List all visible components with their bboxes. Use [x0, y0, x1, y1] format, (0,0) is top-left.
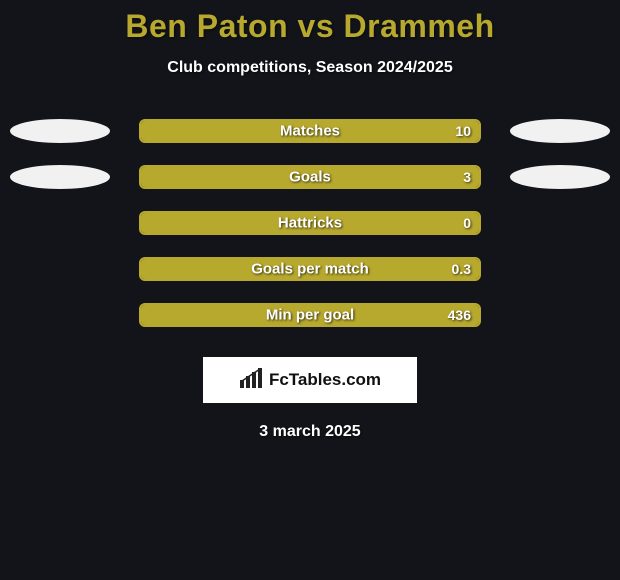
date-label: 3 march 2025	[0, 423, 620, 441]
player-badge-left	[10, 165, 110, 189]
stat-label: Min per goal	[266, 307, 354, 324]
stat-bar: Hattricks 0	[139, 211, 481, 235]
player-badge-left	[10, 119, 110, 143]
stat-bar: Goals per match 0.3	[139, 257, 481, 281]
stat-value: 436	[448, 307, 471, 323]
stat-bar: Matches 10	[139, 119, 481, 143]
stats-list: Matches 10 Goals 3 Hattricks 0 Goals per match…	[0, 119, 620, 327]
stat-row: Goals 3	[0, 165, 620, 189]
stat-label: Goals	[289, 169, 331, 186]
stat-row: Hattricks 0	[0, 211, 620, 235]
stat-value: 3	[463, 169, 471, 185]
stat-row: Min per goal 436	[0, 303, 620, 327]
branding-box: FcTables.com	[203, 357, 417, 403]
stat-value: 0	[463, 215, 471, 231]
comparison-infographic: Ben Paton vs Drammeh Club competitions, …	[0, 0, 620, 441]
bar-chart-icon	[239, 368, 265, 393]
stat-value: 10	[455, 123, 471, 139]
stat-row: Goals per match 0.3	[0, 257, 620, 281]
stat-row: Matches 10	[0, 119, 620, 143]
player-badge-right	[510, 165, 610, 189]
stat-bar: Goals 3	[139, 165, 481, 189]
stat-label: Matches	[280, 123, 340, 140]
stat-label: Hattricks	[278, 215, 342, 232]
page-title: Ben Paton vs Drammeh	[0, 8, 620, 45]
branding-text: FcTables.com	[269, 370, 381, 390]
stat-value: 0.3	[452, 261, 471, 277]
subtitle: Club competitions, Season 2024/2025	[0, 59, 620, 77]
stat-bar: Min per goal 436	[139, 303, 481, 327]
stat-label: Goals per match	[251, 261, 369, 278]
player-badge-right	[510, 119, 610, 143]
